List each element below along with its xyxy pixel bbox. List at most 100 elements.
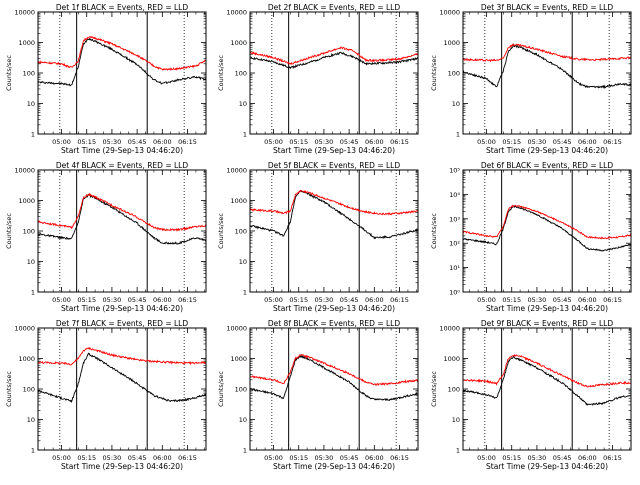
x-tick-label: 06:15 — [603, 296, 622, 304]
plot-frame — [462, 11, 632, 135]
x-tick-label: 06:15 — [603, 454, 622, 462]
y-tick-label: 1000 — [18, 355, 35, 363]
x-tick-label: 06:00 — [153, 296, 172, 304]
x-tick-label: 05:00 — [477, 138, 496, 146]
y-axis-label: Counts/sec — [217, 55, 225, 91]
x-tick-label: 05:00 — [477, 454, 496, 462]
x-tick-label: 05:15 — [502, 296, 521, 304]
y-tick-label: 10000 — [226, 167, 247, 175]
y-tick-label: 100 — [23, 386, 35, 394]
panel-title: Det 9f BLACK = Events, RED = LLD — [481, 319, 614, 328]
y-tick-label: 10000 — [14, 9, 35, 17]
x-tick-label: 05:00 — [264, 296, 283, 304]
x-tick-label: 05:45 — [553, 296, 572, 304]
x-tick-label: 05:15 — [502, 138, 521, 146]
detector-panel: Det 1f BLACK = Events, RED = LLD Counts/s… — [5, 3, 207, 155]
detector-panel: Det 3f BLACK = Events, RED = LLD Counts/s… — [430, 3, 632, 155]
plot-frame — [37, 327, 207, 451]
x-tick-label: 05:15 — [289, 454, 308, 462]
y-tick-label: 1 — [31, 447, 35, 455]
x-tick-label: 05:45 — [553, 138, 572, 146]
x-tick-label: 05:15 — [502, 454, 521, 462]
detector-panel: Det 9f BLACK = Events, RED = LLD Counts/s… — [430, 319, 632, 471]
y-tick-label: 1000 — [18, 197, 35, 205]
y-tick-label: 1000 — [230, 39, 247, 47]
x-tick-label: 05:00 — [52, 138, 71, 146]
events-series-line — [462, 43, 632, 90]
lld-series-line — [462, 43, 632, 63]
panel-title: Det 1f BLACK = Events, RED = LLD — [56, 3, 189, 12]
y-tick-label: 100 — [235, 228, 247, 236]
y-tick-label: 100 — [23, 228, 35, 236]
plot-frame — [462, 169, 632, 293]
events-series-line — [37, 352, 207, 404]
x-tick-label: 06:15 — [390, 296, 409, 304]
panel-title: Det 5f BLACK = Events, RED = LLD — [268, 161, 401, 170]
detector-panel: Det 8f BLACK = Events, RED = LLD Counts/s… — [217, 319, 419, 471]
y-tick-label: 10000 — [439, 325, 460, 333]
panel-title: Det 8f BLACK = Events, RED = LLD — [268, 319, 401, 328]
y-tick-label: 1 — [243, 289, 247, 297]
y-axis-label: Counts/sec — [430, 213, 438, 249]
y-tick-label: 10² — [449, 240, 460, 248]
plot-frame — [249, 169, 419, 293]
y-tick-label: 10000 — [226, 325, 247, 333]
x-tick-label: 05:00 — [264, 454, 283, 462]
y-tick-label: 10⁴ — [449, 191, 460, 199]
detector-panel: Det 7f BLACK = Events, RED = LLD Counts/s… — [5, 319, 207, 471]
plot-frame — [37, 11, 207, 135]
y-tick-label: 1 — [243, 131, 247, 139]
x-tick-label: 05:15 — [289, 296, 308, 304]
y-axis-label: Counts/sec — [5, 213, 13, 249]
y-tick-label: 10000 — [226, 9, 247, 17]
panel-title: Det 3f BLACK = Events, RED = LLD — [481, 3, 614, 12]
y-tick-label: 1000 — [18, 39, 35, 47]
y-axis-label: Counts/sec — [217, 213, 225, 249]
lld-series-line — [249, 190, 419, 216]
events-series-line — [37, 193, 207, 245]
x-tick-label: 06:00 — [153, 454, 172, 462]
y-axis-label: Counts/sec — [5, 55, 13, 91]
x-tick-label: 05:45 — [340, 454, 359, 462]
x-axis-label: Start Time (29-Sep-13 04:46:20) — [273, 304, 395, 313]
panel-title: Det 4f BLACK = Events, RED = LLD — [56, 161, 189, 170]
lld-series-line — [37, 192, 207, 232]
events-series-line — [249, 51, 419, 70]
x-tick-label: 06:00 — [365, 296, 384, 304]
events-series-line — [249, 189, 419, 240]
y-tick-label: 10 — [239, 416, 247, 424]
y-tick-label: 100 — [448, 70, 460, 78]
x-tick-label: 05:45 — [128, 454, 147, 462]
x-tick-label: 05:30 — [528, 138, 547, 146]
events-series-line — [462, 355, 631, 407]
lld-series-line — [249, 46, 418, 65]
panel-title: Det 2f BLACK = Events, RED = LLD — [268, 3, 401, 12]
x-tick-label: 06:00 — [578, 454, 597, 462]
y-tick-label: 10⁵ — [449, 167, 460, 175]
events-series-line — [37, 37, 207, 87]
x-tick-label: 06:15 — [178, 454, 197, 462]
x-axis-label: Start Time (29-Sep-13 04:46:20) — [61, 462, 183, 471]
x-tick-label: 06:00 — [365, 454, 384, 462]
y-tick-label: 100 — [235, 386, 247, 394]
x-tick-label: 05:45 — [553, 454, 572, 462]
x-tick-label: 06:00 — [578, 138, 597, 146]
x-tick-label: 05:00 — [52, 296, 71, 304]
y-tick-label: 10 — [27, 416, 35, 424]
y-tick-label: 1 — [31, 131, 35, 139]
x-tick-label: 05:45 — [340, 296, 359, 304]
x-tick-label: 06:00 — [578, 296, 597, 304]
y-tick-label: 1000 — [230, 355, 247, 363]
x-tick-label: 06:15 — [603, 138, 622, 146]
y-tick-label: 10000 — [14, 167, 35, 175]
x-tick-label: 06:00 — [365, 138, 384, 146]
x-tick-label: 05:00 — [264, 138, 283, 146]
x-tick-label: 05:45 — [128, 296, 147, 304]
y-axis-label: Counts/sec — [430, 55, 438, 91]
x-tick-label: 05:30 — [315, 454, 334, 462]
lld-series-line — [462, 353, 632, 388]
y-tick-label: 10 — [27, 258, 35, 266]
x-tick-label: 05:00 — [52, 454, 71, 462]
lld-series-line — [249, 354, 419, 387]
y-axis-label: Counts/sec — [5, 371, 13, 407]
